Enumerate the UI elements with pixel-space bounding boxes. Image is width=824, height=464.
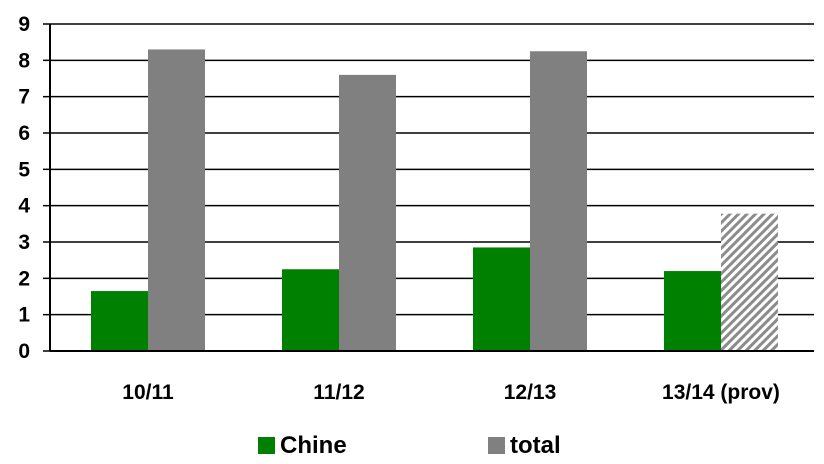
bar-chine [91, 291, 148, 351]
x-tick-label: 12/13 [504, 381, 557, 404]
y-tick-label: 4 [18, 195, 30, 218]
legend-swatch-total [488, 437, 505, 454]
bars [91, 49, 778, 351]
y-tick-label: 1 [18, 304, 30, 327]
y-tick-label: 3 [18, 231, 30, 254]
legend-swatch-chine [258, 437, 275, 454]
x-tick-label: 11/12 [313, 381, 364, 404]
x-tick-label: 13/14 (prov) [662, 381, 780, 404]
y-tick-label: 7 [18, 86, 30, 109]
bar-total [148, 49, 205, 351]
y-tick-label: 5 [18, 158, 30, 181]
bar-total [339, 74, 396, 351]
bar-chine [473, 247, 530, 351]
x-tick-label: 10/11 [122, 381, 174, 404]
bar-chine [282, 269, 339, 351]
y-tick-label: 9 [18, 13, 30, 36]
bar-chine [664, 271, 721, 351]
legend: Chine total [258, 432, 561, 459]
legend-label-total: total [510, 432, 561, 459]
axes [43, 23, 814, 352]
tick-labels: 0 1 2 3 4 5 6 7 8 9 10/11 11/12 12/13 13/14 (prov) [18, 13, 780, 404]
y-tick-label: 2 [18, 267, 30, 290]
y-tick-label: 6 [18, 122, 30, 145]
bar-total [530, 51, 587, 351]
y-tick-label: 0 [18, 340, 30, 363]
y-tick-label: 8 [18, 49, 30, 72]
bar-total [721, 213, 778, 351]
legend-label-chine: Chine [280, 432, 347, 459]
